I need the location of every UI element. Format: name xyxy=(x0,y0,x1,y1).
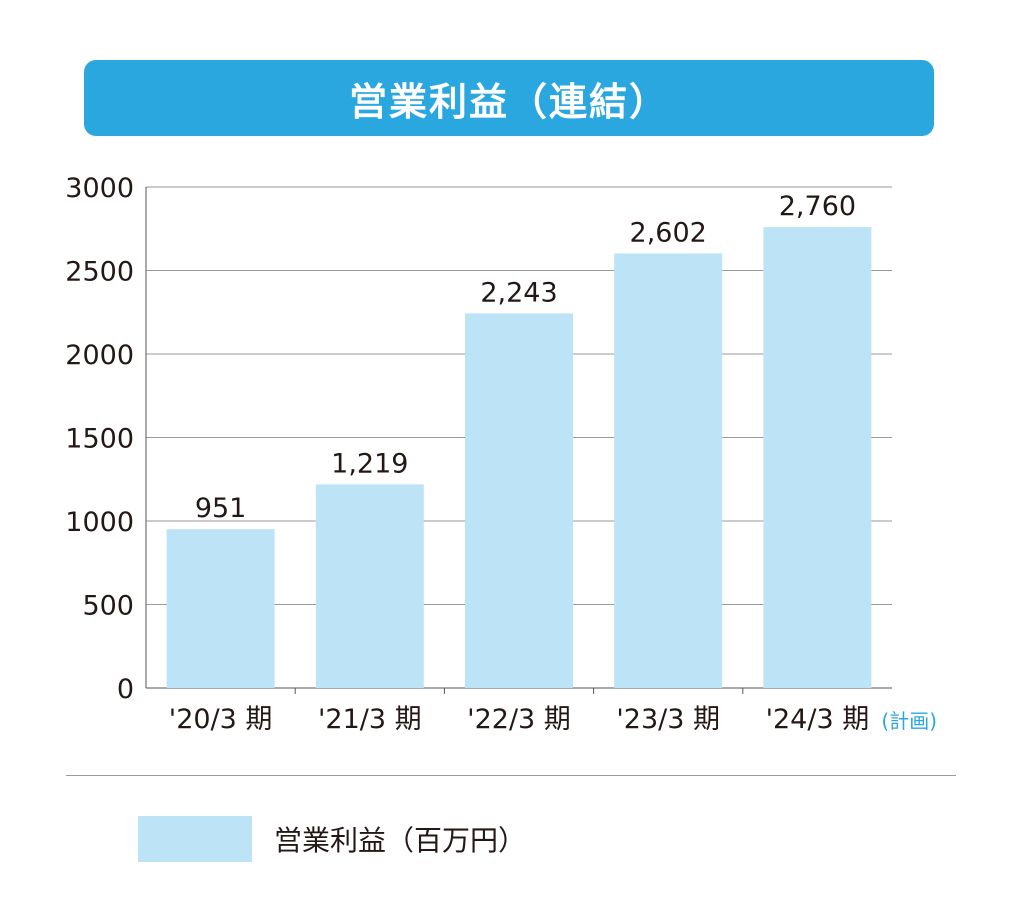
bar xyxy=(315,484,424,688)
y-tick-label: 500 xyxy=(82,591,134,622)
legend-divider xyxy=(66,775,956,776)
bar-value-label: 2,760 xyxy=(779,191,856,222)
legend-swatch xyxy=(138,816,252,862)
chart-title: 営業利益（連結） xyxy=(348,79,669,124)
bar-value-label: 1,219 xyxy=(331,448,408,479)
x-category-label: '21/3 期 xyxy=(318,704,422,735)
legend-label: 営業利益（百万円） xyxy=(274,824,527,857)
y-tick-label: 1000 xyxy=(65,507,134,538)
bar-value-label: 2,243 xyxy=(480,277,557,308)
x-category-label: '20/3 期 xyxy=(169,704,273,735)
bar-value-label: 951 xyxy=(195,493,247,524)
category-note-label: (計画) xyxy=(881,709,937,733)
bar-chart: 0 500 1000 1500 2000 2500 3000 951 '20/3 期 1,219 '… xyxy=(65,173,937,735)
y-tick-label: 0 xyxy=(117,674,134,705)
y-tick-label: 1500 xyxy=(65,424,134,455)
y-tick-label: 2500 xyxy=(65,257,134,288)
bar xyxy=(763,227,872,688)
bar xyxy=(614,253,723,688)
bar-value-label: 2,602 xyxy=(630,217,707,248)
bar xyxy=(465,313,573,688)
y-tick-label: 2000 xyxy=(65,340,134,371)
chart-title-banner: 営業利益（連結） xyxy=(84,60,934,136)
x-category-label: '24/3 期 xyxy=(766,704,870,735)
legend: 営業利益（百万円） xyxy=(138,816,526,862)
y-tick-label: 3000 xyxy=(65,173,134,204)
x-category-label: '22/3 期 xyxy=(467,704,571,735)
bar xyxy=(166,529,275,688)
x-category-label: '23/3 期 xyxy=(616,704,720,735)
